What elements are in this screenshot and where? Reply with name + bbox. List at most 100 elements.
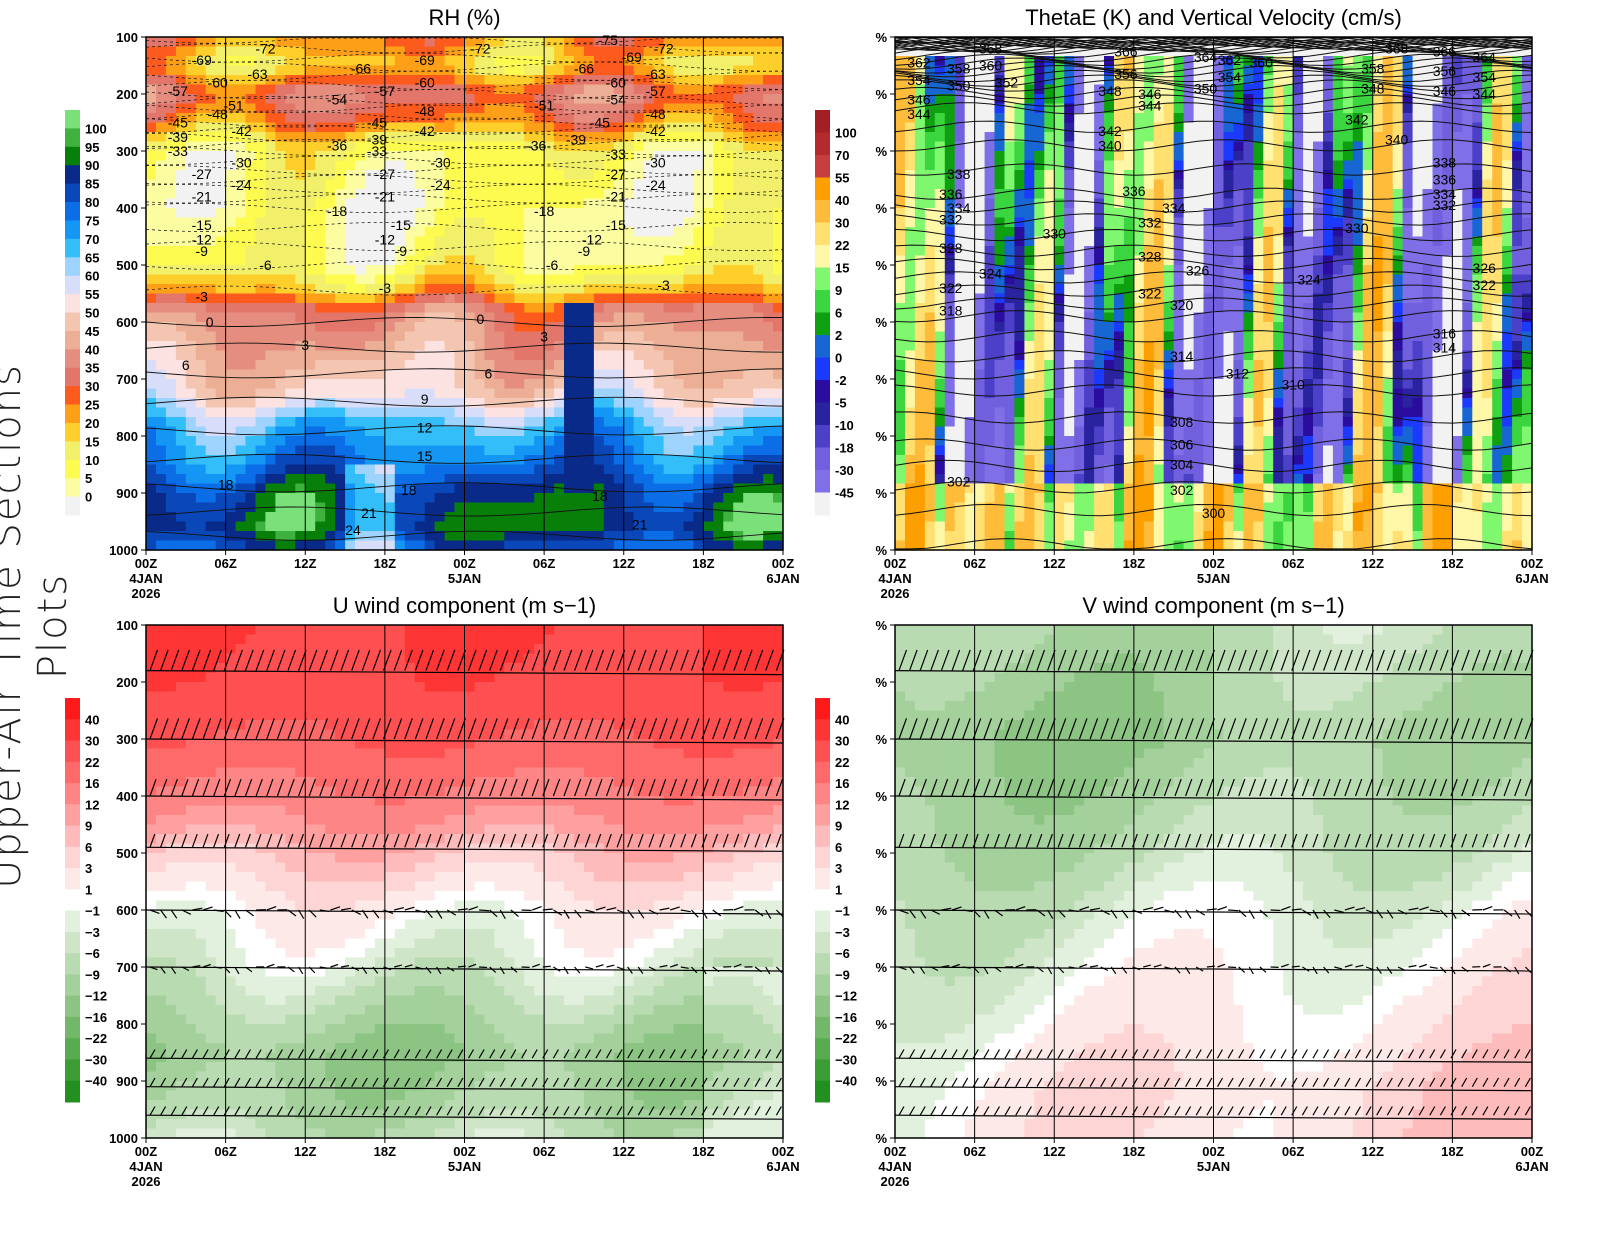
contour-cell [905, 227, 916, 237]
contour-cell [713, 322, 724, 332]
contour-cell [226, 142, 237, 152]
contour-cell [484, 493, 495, 503]
contour-cell [895, 208, 906, 218]
contour-cell [723, 446, 734, 456]
contour-cell [246, 408, 257, 418]
contour-cell [594, 199, 605, 209]
contour-cell [475, 284, 486, 294]
contour-cell [176, 484, 187, 494]
contour-cell [1114, 503, 1125, 513]
contour-cell [315, 493, 326, 503]
contour-cell [915, 322, 926, 332]
contour-cell [484, 408, 495, 418]
contour-cell [1005, 465, 1016, 475]
contour-cell [965, 531, 976, 541]
contour-cell [743, 104, 754, 114]
contour-cell [335, 436, 346, 446]
contour-cell [624, 417, 635, 427]
contour-cell [1084, 417, 1095, 427]
contour-cell [1124, 398, 1135, 408]
contour-cell [654, 427, 665, 437]
contour-cell [773, 132, 784, 142]
contour-cell [955, 151, 966, 161]
contour-cell [484, 446, 495, 456]
contour-cell [895, 522, 906, 532]
contour-cell [196, 541, 207, 551]
contour-cell [644, 455, 655, 465]
contour-cell [1114, 322, 1125, 332]
contour-cell [604, 303, 615, 313]
contour-cell [435, 113, 446, 123]
contour-cell [216, 322, 227, 332]
contour-cell [494, 218, 505, 228]
contour-cell [985, 151, 996, 161]
contour-cell [355, 408, 366, 418]
contour-cell [1054, 474, 1065, 484]
contour-cell [693, 265, 704, 275]
contour-cell [554, 351, 565, 361]
contour-cell [975, 208, 986, 218]
contour-cell [146, 446, 157, 456]
contour-cell [305, 208, 316, 218]
contour-cell [544, 370, 555, 380]
contour-cell [664, 465, 675, 475]
contour-cell [335, 522, 346, 532]
contour-cell [295, 265, 306, 275]
contour-cell [664, 56, 675, 66]
contour-cell [475, 151, 486, 161]
contour-cell [236, 66, 247, 76]
contour-cell [905, 503, 916, 513]
contour-cell [355, 265, 366, 275]
contour-cell [703, 161, 714, 171]
contour-cell [226, 541, 237, 551]
contour-cell [465, 256, 476, 266]
contour-cell [965, 227, 976, 237]
contour-cell [166, 446, 177, 456]
contour-cell [1054, 113, 1065, 123]
contour-cell [1024, 170, 1035, 180]
contour-cell [1044, 465, 1055, 475]
contour-cell [674, 123, 685, 133]
contour-cell [146, 360, 157, 370]
contour-cell [504, 47, 515, 57]
contour-cell [146, 474, 157, 484]
contour-cell [703, 427, 714, 437]
contour-cell [365, 332, 376, 342]
contour-cell [1094, 237, 1105, 247]
contour-cell [594, 303, 605, 313]
contour-cell [925, 379, 936, 389]
contour-cell [925, 398, 936, 408]
contour-cell [574, 170, 585, 180]
contour-cell [236, 351, 247, 361]
contour-cell [624, 246, 635, 256]
contour-cell [1054, 398, 1065, 408]
contour-cell [295, 465, 306, 475]
contour-cell [455, 379, 466, 389]
contour-cell [455, 199, 466, 209]
contour-cell [405, 427, 416, 437]
contour-cell [415, 180, 426, 190]
contour-cell [275, 218, 286, 228]
contour-cell [295, 170, 306, 180]
contour-cell [534, 427, 545, 437]
contour-cell [554, 75, 565, 85]
contour-cell [753, 189, 764, 199]
contour-cell [236, 303, 247, 313]
contour-cell [554, 474, 565, 484]
contour-cell [1005, 170, 1016, 180]
contour-cell [146, 227, 157, 237]
contour-cell [216, 379, 227, 389]
contour-cell [236, 85, 247, 95]
contour-cell [1114, 104, 1125, 114]
contour-cell [246, 398, 257, 408]
contour-cell [713, 541, 724, 551]
contour-label: 12 [417, 419, 433, 435]
contour-cell [674, 237, 685, 247]
contour-cell [236, 341, 247, 351]
contour-cell [484, 189, 495, 199]
contour-cell [584, 417, 595, 427]
contour-cell [196, 142, 207, 152]
contour-cell [1074, 256, 1085, 266]
contour-cell [644, 56, 655, 66]
contour-cell [176, 493, 187, 503]
